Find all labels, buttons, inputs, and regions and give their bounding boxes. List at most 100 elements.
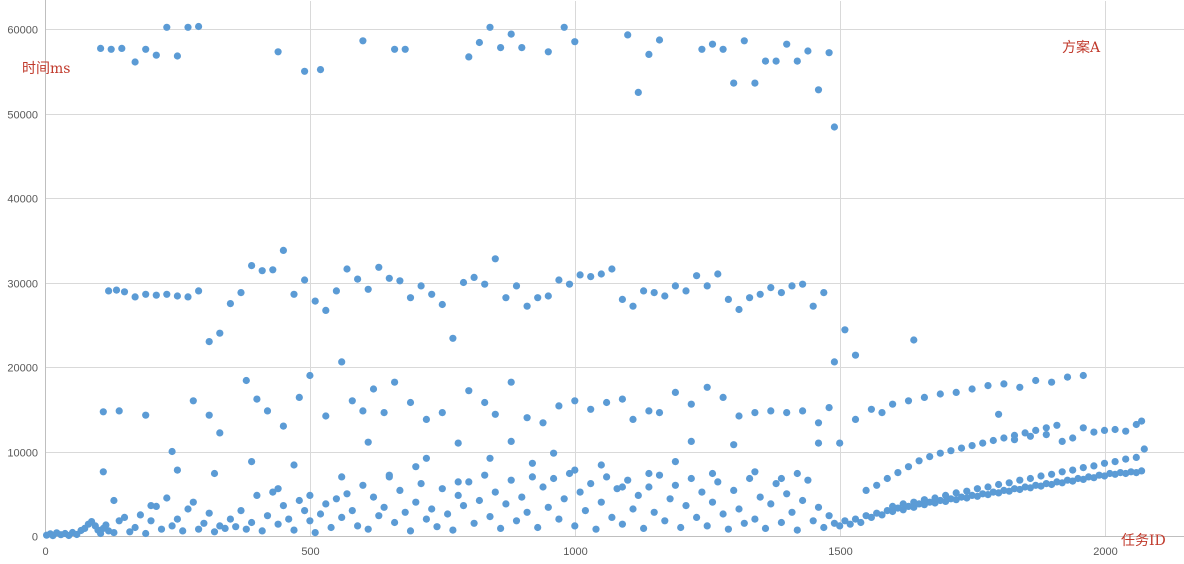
data-point [830,123,839,131]
data-point [253,491,261,499]
data-point [671,282,680,290]
data-point [242,525,250,533]
data-point [825,49,833,57]
data-point [825,512,833,520]
data-point [687,437,695,445]
data-point [661,292,669,300]
data-point [645,469,653,478]
data-point [751,515,759,523]
data-point [920,393,929,401]
data-point [470,519,478,527]
data-point [550,474,558,483]
data-point [767,407,775,415]
y-tick-label: 50000 [7,110,38,122]
data-point [889,400,897,408]
data-point [279,502,287,510]
data-point [618,520,627,528]
data-point [338,358,346,366]
data-point [99,468,107,476]
data-point [301,276,309,284]
data-point [338,513,346,522]
data-point [851,515,860,523]
grid-layer [45,1,1184,536]
data-point [989,436,997,445]
data-point [883,474,891,483]
data-point [295,496,303,505]
data-point [1058,437,1066,445]
data-point [142,290,150,298]
data-point [221,524,229,533]
data-point [210,528,219,536]
data-point [184,293,192,301]
data-point [173,515,181,523]
data-point [518,44,526,52]
data-point [523,508,531,516]
data-point [730,486,738,494]
data-point [142,411,150,419]
data-point [107,45,115,53]
data-point [899,500,907,508]
data-point [491,255,499,263]
data-point [1042,431,1050,439]
data-point [1079,424,1087,432]
data-point [671,458,680,466]
data-point [698,488,706,496]
data-point [486,454,494,462]
data-point [412,498,420,506]
data-point [1037,472,1045,480]
data-point [1090,428,1098,436]
data-point [640,287,648,295]
data-point [173,52,181,60]
data-point [301,67,309,75]
data-point [528,473,537,481]
data-point [629,415,637,423]
data-point [1026,474,1034,483]
data-point [645,483,653,491]
data-point [952,388,960,396]
data-point [512,282,521,290]
data-point [359,481,367,489]
data-point [375,512,383,520]
data-point [783,490,791,498]
data-point [799,407,807,415]
data-point [857,518,865,527]
data-point [597,461,605,469]
data-point [772,480,780,488]
data-point [491,488,499,496]
data-point [523,414,531,422]
data-point [640,524,648,533]
data-point [555,402,563,410]
data-point [947,447,955,455]
data-point [867,513,876,522]
data-point [364,525,372,533]
data-point [470,273,478,281]
data-point [274,48,282,56]
data-point [507,476,515,484]
data-point [904,463,913,471]
data-point [1132,453,1140,461]
data-point [391,378,399,386]
data-point [322,500,330,508]
data-point [592,525,600,533]
data-point [571,466,579,474]
data-point [348,397,356,405]
data-point [799,280,807,288]
data-point [777,289,786,297]
data-point [380,409,388,417]
data-point [936,449,944,457]
data-point [179,527,187,535]
data-point [142,45,150,53]
data-point [571,397,579,405]
data-point [438,409,446,417]
data-point [560,495,568,503]
data-point [112,286,121,294]
data-point [438,300,446,309]
data-point [687,474,695,483]
data-point [401,508,409,516]
points-layer [43,22,1148,540]
data-point [544,503,552,511]
data-point [1138,467,1146,475]
data-point [671,388,680,396]
data-point [120,513,129,522]
